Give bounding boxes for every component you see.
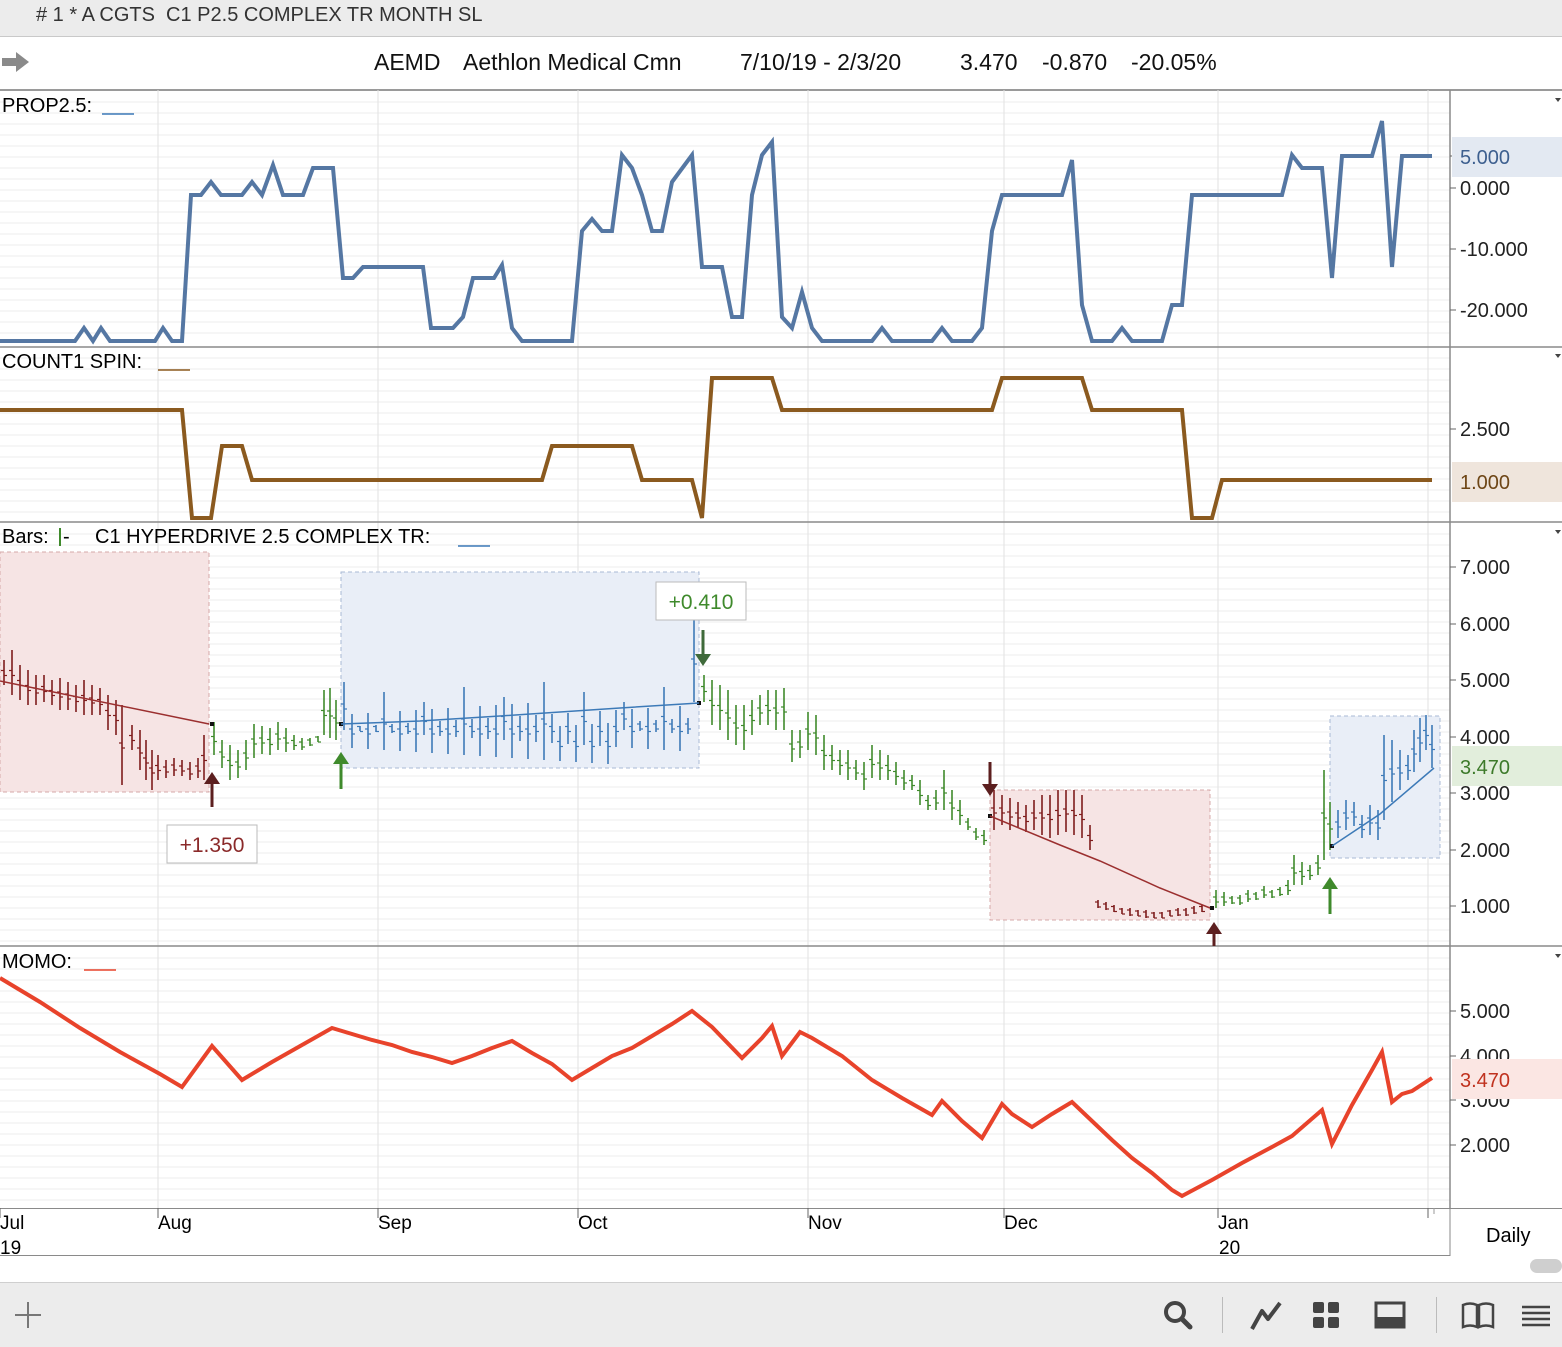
year-label: 19 <box>0 1238 21 1256</box>
quote-symbol: AEMD <box>374 49 441 75</box>
bars-dash: - <box>63 526 70 548</box>
y-tick-label: 7.000 <box>1460 557 1510 579</box>
down-arrow-signal <box>695 630 711 666</box>
momo-value-badge: 3.470 <box>1452 1059 1562 1099</box>
month-label: Sep <box>378 1213 412 1234</box>
prop-menu-icon[interactable] <box>1555 98 1561 102</box>
up-arrow-signal <box>1322 877 1338 914</box>
bars-menu-icon[interactable] <box>1555 530 1561 534</box>
list-icon[interactable] <box>1518 1297 1554 1333</box>
chart-area[interactable]: PROP2.5: COUNT1 SPIN: Bars: - C1 HYPERDR… <box>0 90 1562 1208</box>
quote-bar: AEMD Aethlon Medical Cmn 7/10/19 - 2/3/2… <box>0 37 1562 91</box>
trend-box-down-1 <box>0 551 210 793</box>
quote-date-range: 7/10/19 - 2/3/20 <box>740 49 902 75</box>
y-tick-label: 6.000 <box>1460 614 1510 636</box>
time-axis[interactable]: Jul Aug Sep Oct Nov Dec Jan 19 20 Daily <box>0 1208 1562 1259</box>
month-label: Nov <box>808 1213 842 1234</box>
count-spin-line <box>0 376 1432 520</box>
y-tick-label: 0.000 <box>1460 178 1510 200</box>
svg-text:3.470: 3.470 <box>1460 1070 1510 1092</box>
count-value-badge: 1.000 <box>1452 462 1562 502</box>
month-label: Oct <box>578 1213 608 1234</box>
trend-line-up-1 <box>340 702 700 725</box>
month-label: Aug <box>158 1213 192 1234</box>
study-label: C1 HYPERDRIVE 2.5 COMPLEX TR: <box>95 526 430 548</box>
bars-pane-label: Bars: <box>2 526 49 548</box>
trend-line-down-1 <box>0 680 210 725</box>
bottom-toolbar <box>0 1282 1562 1347</box>
arrow-right-icon[interactable] <box>2 51 30 73</box>
y-tick-label: 4.000 <box>1460 727 1510 749</box>
momo-line <box>0 976 1434 1199</box>
search-icon[interactable] <box>1160 1297 1196 1333</box>
month-label: Jan <box>1218 1213 1249 1234</box>
month-label: Dec <box>1004 1213 1038 1234</box>
svg-text:1.000: 1.000 <box>1460 472 1510 494</box>
y-tick-label: -20.000 <box>1460 300 1528 322</box>
prop-value-badge: 5.000 <box>1452 137 1562 177</box>
trend-line-down-2 <box>989 815 1211 909</box>
y-tick-label: 2.000 <box>1460 840 1510 862</box>
price-value-badge: 3.470 <box>1452 746 1562 786</box>
momo-pane-label: MOMO: <box>2 951 72 973</box>
price-bars <box>1 620 1435 919</box>
trend-box-down-2 <box>989 789 1211 921</box>
svg-text:3.470: 3.470 <box>1460 757 1510 779</box>
count-menu-icon[interactable] <box>1555 354 1561 358</box>
line-chart-icon[interactable] <box>1248 1297 1284 1333</box>
horizontal-scrollbar[interactable] <box>1530 1259 1562 1273</box>
y-tick-label: 5.000 <box>1460 670 1510 692</box>
momo-menu-icon[interactable] <box>1555 954 1561 958</box>
y-tick-label: 2.500 <box>1460 419 1510 441</box>
y-tick-label: -10.000 <box>1460 239 1528 261</box>
count-pane-label: COUNT1 SPIN: <box>2 351 142 373</box>
annotation-gain-2: +1.350 <box>166 824 258 864</box>
annotation-gain-1: +0.410 <box>655 581 747 621</box>
up-arrow-signal <box>1206 922 1222 946</box>
year-label: 20 <box>1219 1238 1240 1256</box>
plus-icon[interactable] <box>10 1297 46 1333</box>
panel-icon[interactable] <box>1372 1297 1408 1333</box>
y-tick-label: 5.000 <box>1460 1001 1510 1023</box>
window-title-bar: # 1 * A CGTS C1 P2.5 COMPLEX TR MONTH SL <box>0 0 1562 37</box>
grid-icon[interactable] <box>1308 1297 1344 1333</box>
down-arrow-signal <box>982 762 998 796</box>
y-tick-label: 1.000 <box>1460 896 1510 918</box>
quote-last: 3.470 <box>960 49 1018 75</box>
prop-line <box>0 120 1432 345</box>
window-title: # 1 * A CGTS C1 P2.5 COMPLEX TR MONTH SL <box>36 4 483 26</box>
quote-percent: -20.05% <box>1131 49 1217 75</box>
prop-pane-label: PROP2.5: <box>2 95 92 117</box>
up-arrow-signal <box>333 752 349 789</box>
y-tick-label: 2.000 <box>1460 1135 1510 1157</box>
svg-text:5.000: 5.000 <box>1460 147 1510 169</box>
grid-lines <box>0 90 1450 1208</box>
quote-name: Aethlon Medical Cmn <box>463 49 682 75</box>
trend-line-up-2 <box>1331 767 1435 847</box>
svg-text:+1.350: +1.350 <box>180 834 245 857</box>
svg-text:+0.410: +0.410 <box>669 591 734 614</box>
y-axis: 5.000 0.000 -10.000 -20.000 2.500 7.000 6.000 5… <box>1450 146 1528 1157</box>
month-label: Jul <box>0 1213 24 1234</box>
up-arrow-signal <box>204 772 220 807</box>
quote-change: -0.870 <box>1042 49 1108 75</box>
period-label[interactable]: Daily <box>1486 1225 1530 1247</box>
book-icon[interactable] <box>1460 1297 1496 1333</box>
y-tick-label: 3.000 <box>1460 783 1510 805</box>
